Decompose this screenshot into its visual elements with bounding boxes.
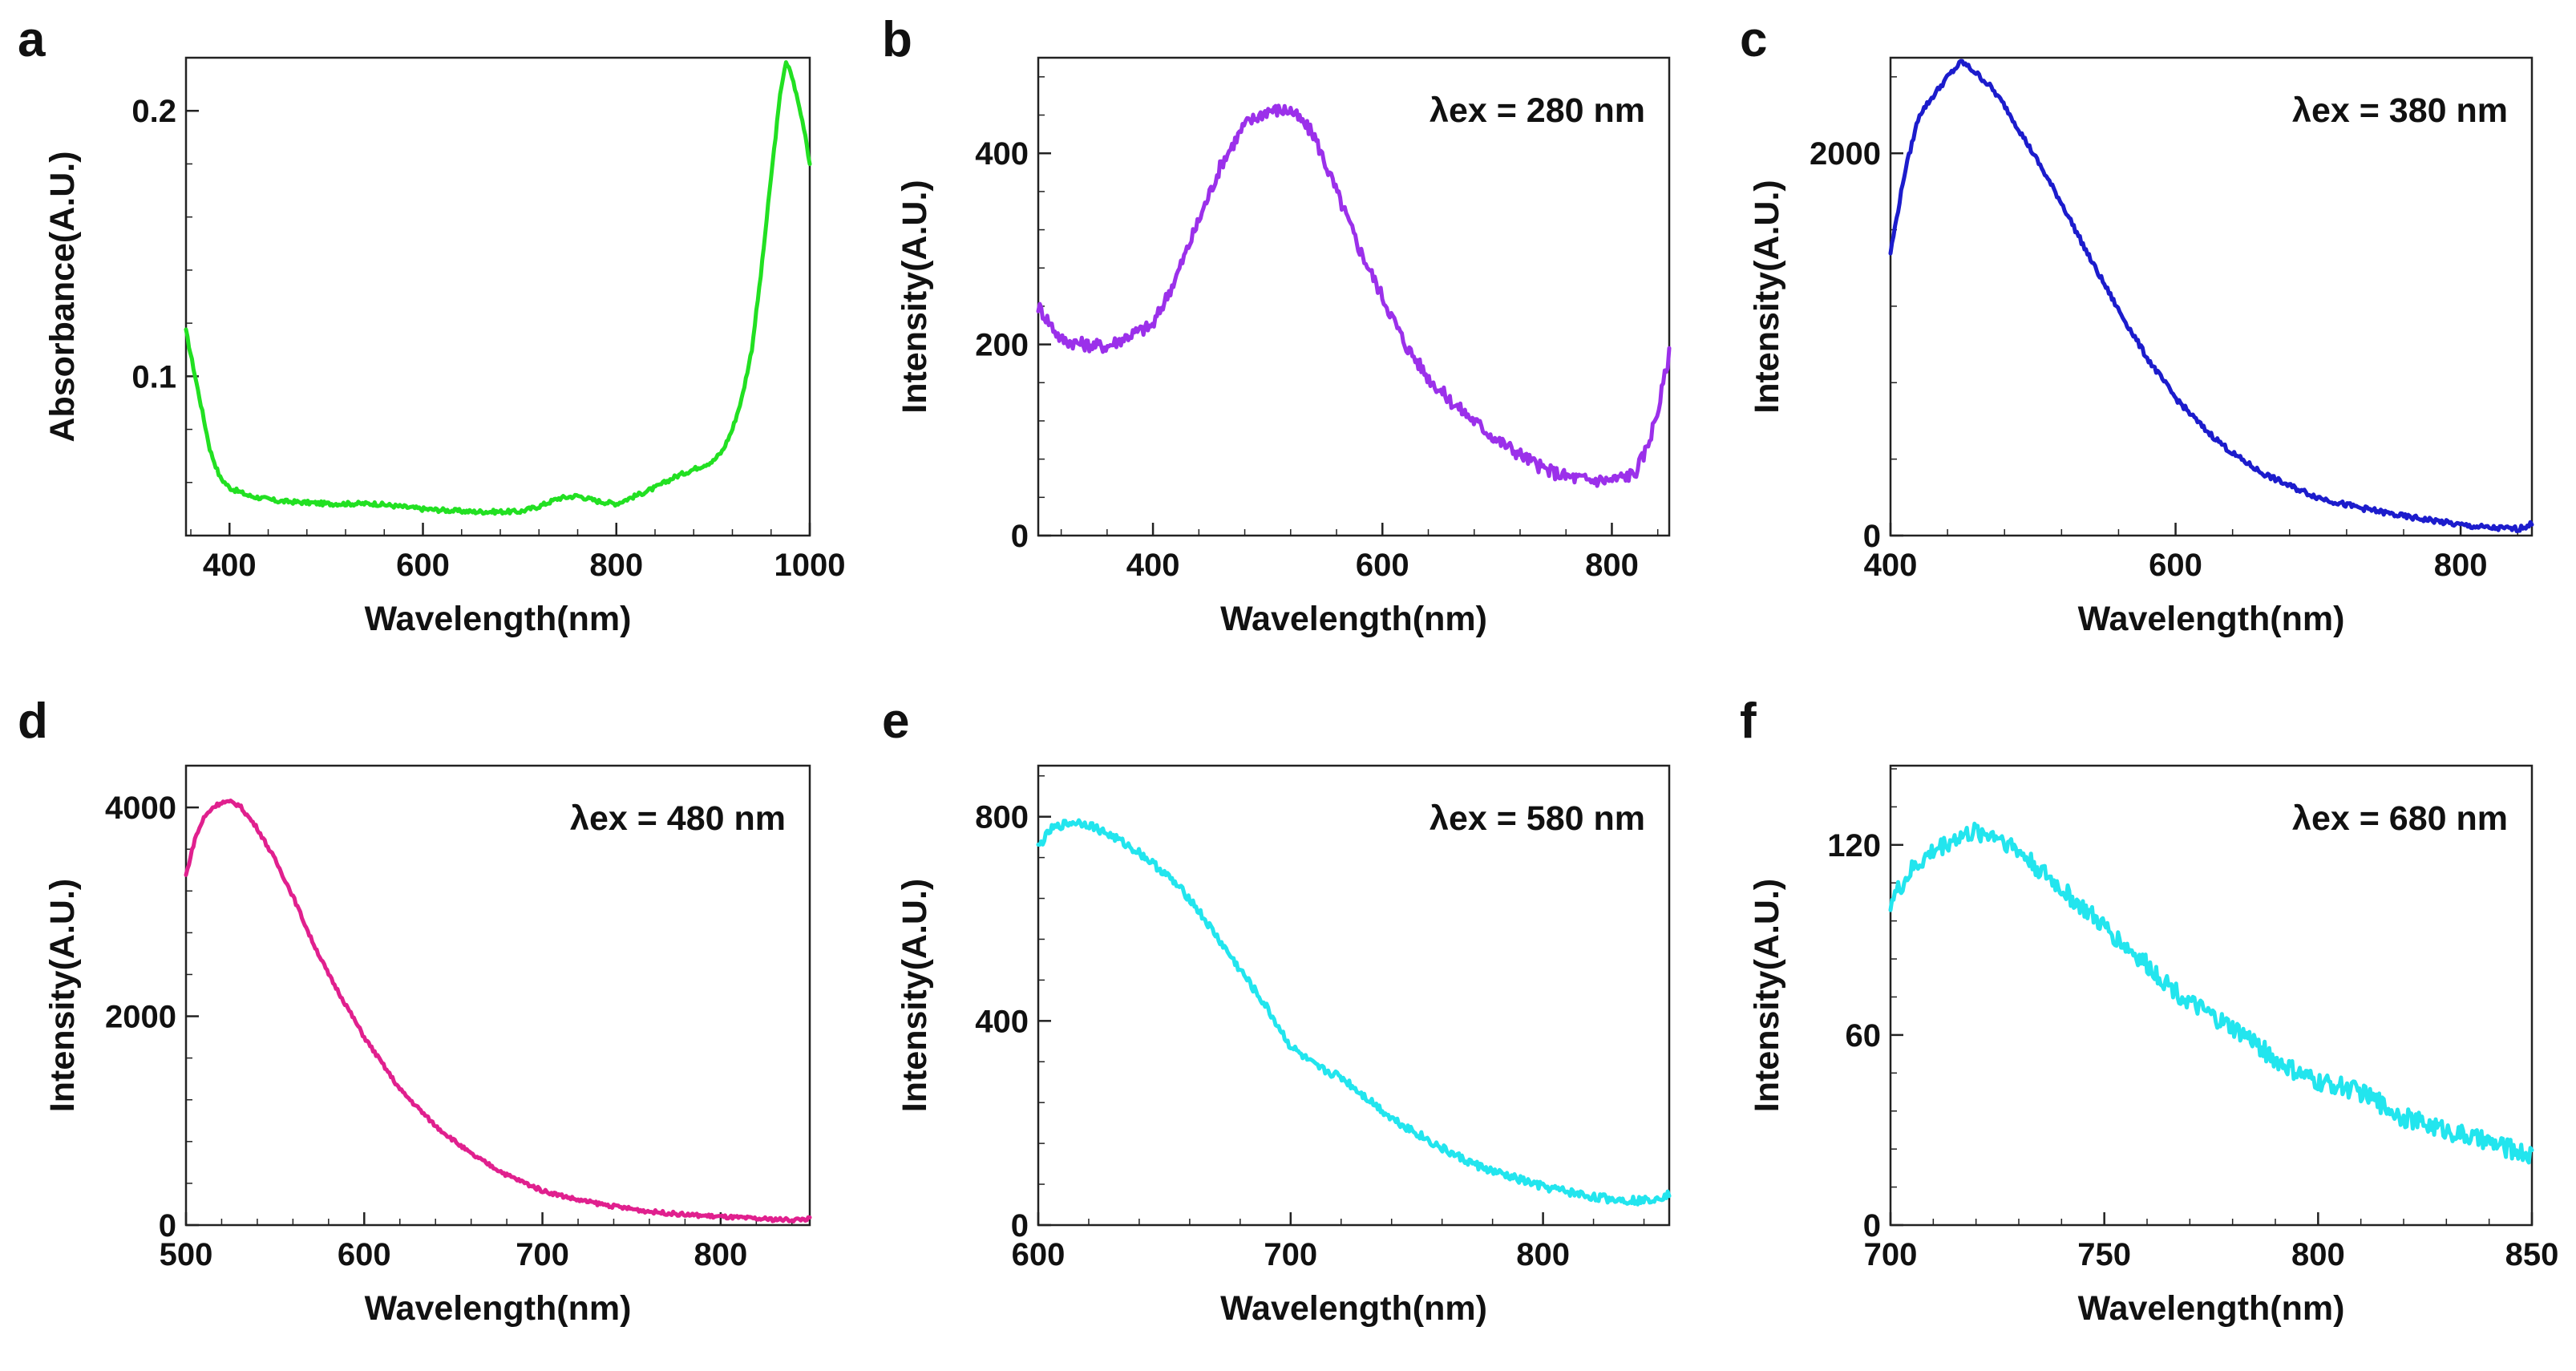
y-tick-label: 0	[1011, 519, 1029, 554]
y-tick-label: 0.1	[131, 359, 176, 394]
y-axis-title-c: Intensity(A.U.)	[1748, 180, 1786, 413]
panel-b: b 400 600 800 0 200 400 Wavelength(nm) Intensity…	[882, 12, 1672, 638]
panel-e: e 600 700 800 0 400 800 Wavelength(nm) Intensity…	[882, 694, 1672, 1328]
plot-frame-d	[184, 764, 811, 1227]
x-tick-label: 800	[1516, 1237, 1570, 1272]
series-line-c	[1888, 59, 2534, 533]
panel-f: f 700 750 800 850 0 60 120 Wavelength(nm) Intensi…	[1740, 694, 2558, 1328]
y-tick-label: 0	[1011, 1208, 1029, 1244]
panel-d: d 500 600 700 800 0 2000 4000 Wavelength(nm) Inte…	[18, 694, 812, 1328]
y-axis-title-b: Intensity(A.U.)	[896, 180, 934, 413]
plot-frame-b	[1037, 56, 1671, 537]
excitation-label-b: λex = 280 nm	[1430, 91, 1645, 130]
panel-letter-d: d	[18, 694, 48, 749]
panel-c: c 400 600 800 0 2000 Wavelength(nm) Intensity(A…	[1740, 12, 2534, 638]
x-tick-label: 800	[2291, 1237, 2345, 1272]
excitation-label-e: λex = 580 nm	[1430, 799, 1645, 838]
excitation-label-c: λex = 380 nm	[2292, 91, 2508, 130]
x-tick-label: 600	[338, 1237, 391, 1272]
excitation-label-d: λex = 480 nm	[570, 799, 786, 838]
x-tick-label: 400	[203, 548, 257, 583]
plot-frame-e	[1037, 764, 1671, 1227]
x-tick-label: 1000	[774, 548, 846, 583]
x-axis-title-c: Wavelength(nm)	[2078, 600, 2345, 638]
x-tick-label: 600	[396, 548, 450, 583]
y-tick-label: 800	[975, 800, 1029, 835]
x-tick-label: 800	[1585, 548, 1639, 583]
x-tick-label: 400	[1864, 548, 1918, 583]
panel-letter-c: c	[1740, 12, 1767, 67]
x-tick-label: 600	[1012, 1237, 1066, 1272]
x-tick-label: 600	[1356, 548, 1409, 583]
x-axis-title-f: Wavelength(nm)	[2078, 1289, 2345, 1328]
x-axis-title-a: Wavelength(nm)	[365, 600, 632, 638]
x-tick-label: 600	[2149, 548, 2202, 583]
x-tick-label: 800	[2434, 548, 2488, 583]
x-tick-label: 400	[1126, 548, 1180, 583]
x-axis-title-d: Wavelength(nm)	[365, 1289, 632, 1328]
x-axis-title-e: Wavelength(nm)	[1220, 1289, 1487, 1328]
plot-frame-f	[1889, 764, 2534, 1227]
x-tick-label: 700	[1864, 1237, 1918, 1272]
panel-letter-b: b	[882, 12, 912, 67]
x-tick-label: 750	[2077, 1237, 2131, 1272]
y-axis-title-f: Intensity(A.U.)	[1748, 879, 1786, 1112]
panel-letter-e: e	[882, 694, 909, 749]
y-tick-label: 0	[159, 1208, 176, 1244]
x-axis-title-b: Wavelength(nm)	[1220, 600, 1487, 638]
y-axis-title-a: Absorbance(A.U.)	[43, 151, 82, 442]
y-axis-title-d: Intensity(A.U.)	[43, 879, 82, 1112]
y-tick-label: 4000	[105, 791, 176, 826]
y-tick-label: 0.2	[131, 94, 176, 129]
panel-letter-a: a	[18, 12, 46, 67]
y-tick-label: 200	[975, 328, 1029, 363]
series-line-a	[184, 60, 812, 516]
y-tick-label: 0	[1863, 519, 1881, 554]
y-tick-label: 60	[1846, 1018, 1882, 1054]
x-tick-label: 700	[1264, 1237, 1317, 1272]
x-tick-label: 800	[694, 1237, 747, 1272]
series-line-d	[184, 799, 812, 1223]
x-tick-label: 850	[2505, 1237, 2559, 1272]
y-tick-label: 2000	[105, 1000, 176, 1035]
plot-frame-a	[184, 56, 811, 537]
y-axis-title-e: Intensity(A.U.)	[896, 879, 934, 1112]
x-tick-label: 500	[160, 1237, 213, 1272]
y-tick-label: 0	[1863, 1208, 1881, 1244]
series-line-f	[1888, 821, 2534, 1165]
panel-a: a 400 600 800 1000 0.1 0.2 Wavelength(nm) Absorb…	[18, 12, 845, 638]
x-tick-label: 700	[516, 1237, 569, 1272]
y-tick-label: 400	[975, 136, 1029, 172]
y-tick-label: 120	[1827, 828, 1881, 863]
y-tick-label: 2000	[1810, 136, 1881, 172]
series-line-b	[1036, 103, 1672, 488]
panel-letter-f: f	[1740, 694, 1757, 749]
plot-frame-c	[1889, 56, 2534, 537]
excitation-label-f: λex = 680 nm	[2292, 799, 2508, 838]
series-line-e	[1036, 818, 1672, 1207]
x-tick-label: 800	[589, 548, 643, 583]
y-tick-label: 400	[975, 1004, 1029, 1039]
